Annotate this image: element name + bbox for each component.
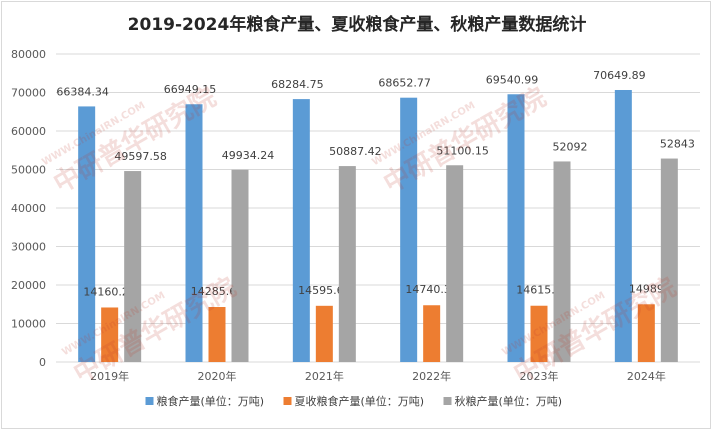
bar: [400, 97, 418, 363]
y-tick-label: 20000: [11, 279, 46, 292]
y-tick-label: 0: [39, 356, 46, 369]
y-tick-label: 30000: [11, 241, 46, 254]
y-tick-label: 40000: [11, 202, 46, 215]
data-label: 66384.34: [56, 85, 109, 98]
bar: [553, 161, 571, 362]
legend-swatch: [443, 397, 452, 405]
x-tick-label: 2022年: [412, 369, 451, 383]
legend-label: 秋粮产量(单位：万吨): [455, 394, 563, 408]
bar: [292, 99, 310, 363]
data-label: 51100.15: [436, 144, 489, 157]
data-label: 70649.89: [593, 69, 646, 82]
bar: [231, 169, 249, 362]
bar: [530, 305, 548, 362]
legend-swatch: [145, 397, 154, 405]
data-label: 68284.75: [271, 78, 324, 91]
data-label: 49934.24: [222, 149, 275, 162]
bar: [78, 106, 96, 362]
y-tick-label: 50000: [11, 164, 46, 177]
bar: [614, 89, 632, 362]
bar: [124, 171, 142, 362]
y-tick-label: 10000: [11, 318, 46, 331]
bar: [446, 165, 464, 362]
data-label: 69540.99: [486, 73, 539, 86]
bar: [507, 94, 525, 363]
x-tick-label: 2024年: [627, 369, 666, 383]
y-tick-label: 70000: [11, 87, 46, 100]
data-label: 14285.61: [191, 285, 244, 298]
data-label: 66949.15: [164, 83, 217, 96]
bar: [660, 158, 678, 362]
bar: [208, 307, 226, 362]
data-label: 68652.77: [378, 77, 431, 90]
x-tick-label: 2023年: [520, 369, 559, 383]
legend-label: 粮食产量(单位：万吨): [157, 394, 265, 408]
data-label: 14740.35: [405, 283, 458, 296]
data-label: 14595.68: [298, 284, 351, 297]
data-label: 52843: [660, 138, 695, 151]
bar: [338, 166, 356, 362]
data-label: 52092: [553, 140, 588, 153]
data-label: 14615.2: [516, 284, 562, 297]
chart-title: 2019-2024年粮食产量、夏收粮食产量、秋粮产量数据统计: [127, 15, 587, 35]
x-tick-label: 2020年: [198, 369, 237, 383]
bar: [423, 305, 441, 362]
x-tick-label: 2021年: [305, 369, 344, 383]
bar: [315, 305, 333, 362]
legend-label: 夏收粮食产量(单位：万吨): [295, 394, 425, 408]
data-label: 49597.58: [114, 150, 167, 163]
x-tick-label: 2019年: [90, 369, 129, 383]
y-tick-label: 80000: [11, 48, 46, 61]
legend-swatch: [283, 397, 292, 405]
bar: [101, 307, 119, 362]
data-label: 14989: [629, 282, 664, 295]
bar: [185, 104, 203, 362]
data-label: 50887.42: [329, 145, 382, 158]
y-tick-label: 60000: [11, 125, 46, 138]
bar: [637, 304, 655, 362]
data-label: 14160.23: [83, 285, 136, 298]
